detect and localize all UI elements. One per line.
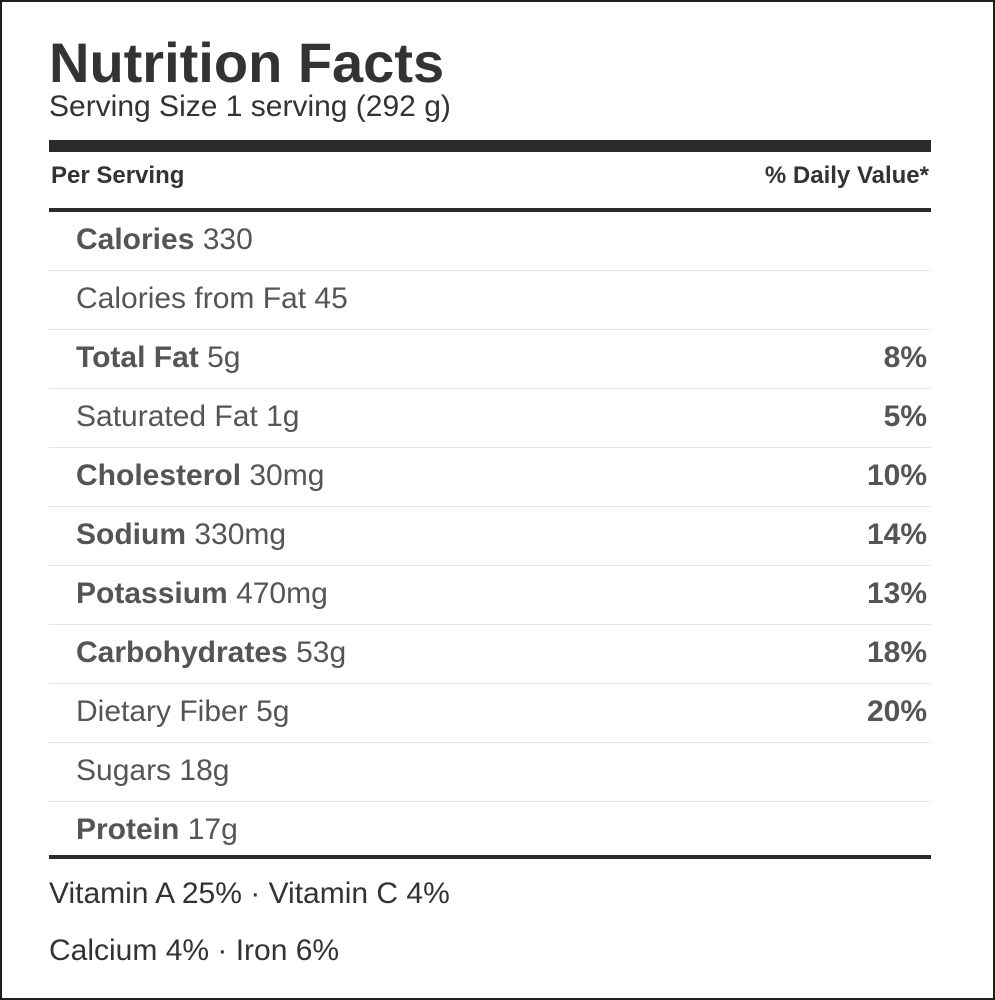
nutrient-row: Sugars 18g [49, 743, 931, 802]
nutrient-row: Protein 17g [49, 802, 931, 860]
nutrient-label: Saturated Fat 1g [76, 400, 300, 434]
nutrient-name: Dietary Fiber [76, 695, 248, 728]
nutrient-daily-value: 10% [866, 459, 927, 492]
nutrient-daily-value: 18% [866, 636, 927, 669]
nutrition-facts-title: Nutrition Facts [49, 31, 445, 94]
nutrient-name: Sodium [76, 518, 186, 551]
thick-divider [49, 140, 931, 152]
nutrient-amount: 17g [187, 813, 238, 846]
nutrient-row: Sodium 330mg 14% [49, 507, 931, 566]
nutrient-label: Sugars 18g [76, 754, 229, 788]
nutrient-amount: 5g [256, 695, 290, 728]
nutrient-name: Calories from Fat [76, 282, 307, 315]
nutrient-row: Total Fat 5g 8% [49, 330, 931, 389]
nutrient-amount: 330mg [194, 518, 287, 551]
nutrient-name: Total Fat [76, 341, 199, 374]
column-header-row: Per Serving % Daily Value* [49, 162, 931, 198]
nutrient-row: Saturated Fat 1g 5% [49, 389, 931, 448]
serving-size: Serving Size 1 serving (292 g) [49, 90, 451, 123]
nutrient-amount: 18g [179, 754, 230, 787]
nutrient-row: Dietary Fiber 5g 20% [49, 684, 931, 743]
vitamins-line-2: Calcium 4% · Iron 6% [49, 934, 340, 967]
nutrient-label: Calories from Fat 45 [76, 282, 348, 316]
nutrient-amount: 330 [202, 223, 253, 256]
nutrient-daily-value: 5% [883, 400, 927, 433]
nutrient-amount: 1g [266, 400, 300, 433]
nutrient-row: Carbohydrates 53g 18% [49, 625, 931, 684]
nutrient-name: Cholesterol [76, 459, 242, 492]
nutrient-amount: 30mg [249, 459, 325, 492]
per-serving-header: Per Serving [51, 162, 185, 189]
nutrient-name: Carbohydrates [76, 636, 288, 669]
daily-value-header: % Daily Value* [764, 162, 929, 189]
nutrient-label: Carbohydrates 53g [76, 636, 346, 670]
nutrient-label: Sodium 330mg [76, 518, 286, 552]
nutrient-row: Potassium 470mg 13% [49, 566, 931, 625]
nutrient-list: Calories 330 Calories from Fat 45 Total … [49, 212, 931, 860]
nutrient-row: Cholesterol 30mg 10% [49, 448, 931, 507]
nutrient-name: Saturated Fat [76, 400, 258, 433]
nutrient-name: Sugars [76, 754, 172, 787]
nutrient-row: Calories 330 [49, 212, 931, 271]
nutrient-label: Cholesterol 30mg [76, 459, 324, 493]
footer-divider [49, 855, 931, 859]
header-divider [49, 208, 931, 212]
nutrient-name: Protein [76, 813, 180, 846]
nutrient-amount: 45 [314, 282, 348, 315]
nutrient-daily-value: 8% [883, 341, 927, 374]
nutrient-name: Potassium [76, 577, 228, 610]
nutrient-daily-value: 20% [866, 695, 927, 728]
nutrient-label: Dietary Fiber 5g [76, 695, 289, 729]
nutrient-amount: 5g [207, 341, 241, 374]
nutrient-row: Calories from Fat 45 [49, 271, 931, 330]
nutrient-label: Protein 17g [76, 813, 238, 847]
nutrient-label: Total Fat 5g [76, 341, 241, 375]
nutrient-amount: 53g [296, 636, 347, 669]
nutrient-label: Potassium 470mg [76, 577, 328, 611]
vitamins-line-1: Vitamin A 25% · Vitamin C 4% [49, 877, 450, 910]
nutrient-daily-value: 13% [866, 577, 927, 610]
nutrient-name: Calories [76, 223, 195, 256]
nutrient-label: Calories 330 [76, 223, 253, 257]
nutrient-daily-value: 14% [866, 518, 927, 551]
nutrient-amount: 470mg [236, 577, 328, 610]
